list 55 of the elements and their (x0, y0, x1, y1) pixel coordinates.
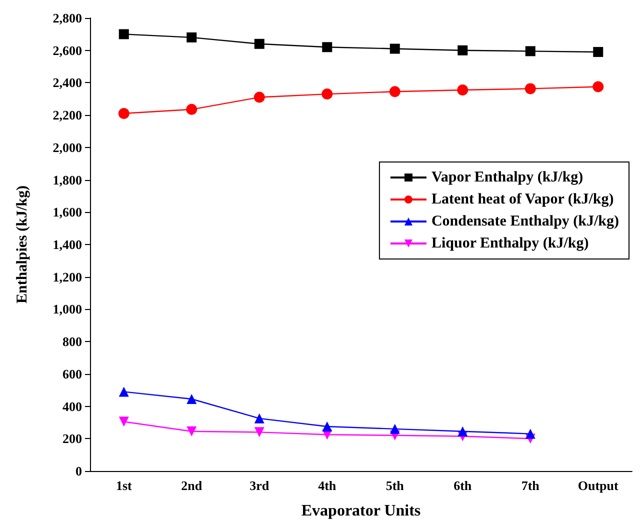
x-tick-label: 7th (521, 478, 540, 493)
y-tick-label: 2,200 (52, 108, 82, 123)
point (186, 104, 198, 115)
x-tick-label: 3rd (250, 478, 270, 493)
point (118, 416, 129, 427)
point (457, 84, 468, 96)
y-tick-label: 2,400 (52, 75, 82, 90)
point (254, 413, 264, 424)
x-tick-label: Output (578, 478, 620, 493)
legend-label: Liquor Enthalpy (kJ/kg) (431, 236, 589, 252)
x-tick-label: 2nd (181, 478, 203, 493)
y-tick-label: 1,400 (52, 237, 82, 252)
point (186, 394, 197, 404)
y-tick-label: 800 (62, 334, 82, 350)
point (254, 427, 264, 438)
x-tick-label: 6th (454, 478, 472, 493)
point (186, 32, 197, 42)
y-tick-label: 0 (76, 464, 82, 478)
legend-label: Latent heat of Vapor (kJ/kg) (431, 192, 614, 208)
point (118, 29, 129, 40)
point (525, 428, 536, 439)
y-axis-title: Enthalpies (kJ/kg) (14, 186, 30, 304)
x-tick-label: 5th (386, 478, 405, 493)
point (254, 38, 264, 49)
point (524, 83, 536, 94)
y-tick-label: 2,600 (52, 42, 82, 58)
point (390, 424, 400, 434)
point (458, 45, 468, 56)
point (389, 86, 400, 98)
x-tick-label: 1st (116, 478, 132, 493)
y-tick-label: 1,600 (52, 204, 82, 220)
y-tick-label: 400 (62, 398, 82, 414)
point (322, 42, 332, 52)
legend-label: Vapor Enthalpy (kJ/kg) (431, 170, 584, 186)
y-tick-label: 2,800 (52, 10, 82, 26)
point (186, 426, 197, 436)
point (118, 108, 130, 119)
point (322, 422, 332, 432)
point (322, 88, 333, 100)
point (593, 46, 604, 57)
point (592, 81, 604, 92)
x-axis-title: Evaporator Units (301, 502, 421, 520)
y-tick-label: 200 (62, 431, 82, 446)
y-tick-label: 1,200 (52, 269, 82, 284)
x-tick-label: 4th (318, 478, 337, 493)
point (118, 386, 129, 397)
y-tick-label: 600 (62, 366, 82, 382)
legend-label: Condensate Enthalpy (kJ/kg) (431, 214, 620, 230)
y-tick-label: 1,800 (52, 172, 82, 188)
point (525, 46, 536, 56)
y-tick-label: 2,000 (52, 140, 82, 155)
point (458, 426, 468, 436)
y-tick-label: 1,000 (52, 302, 82, 317)
point (254, 92, 265, 103)
point (390, 44, 400, 54)
